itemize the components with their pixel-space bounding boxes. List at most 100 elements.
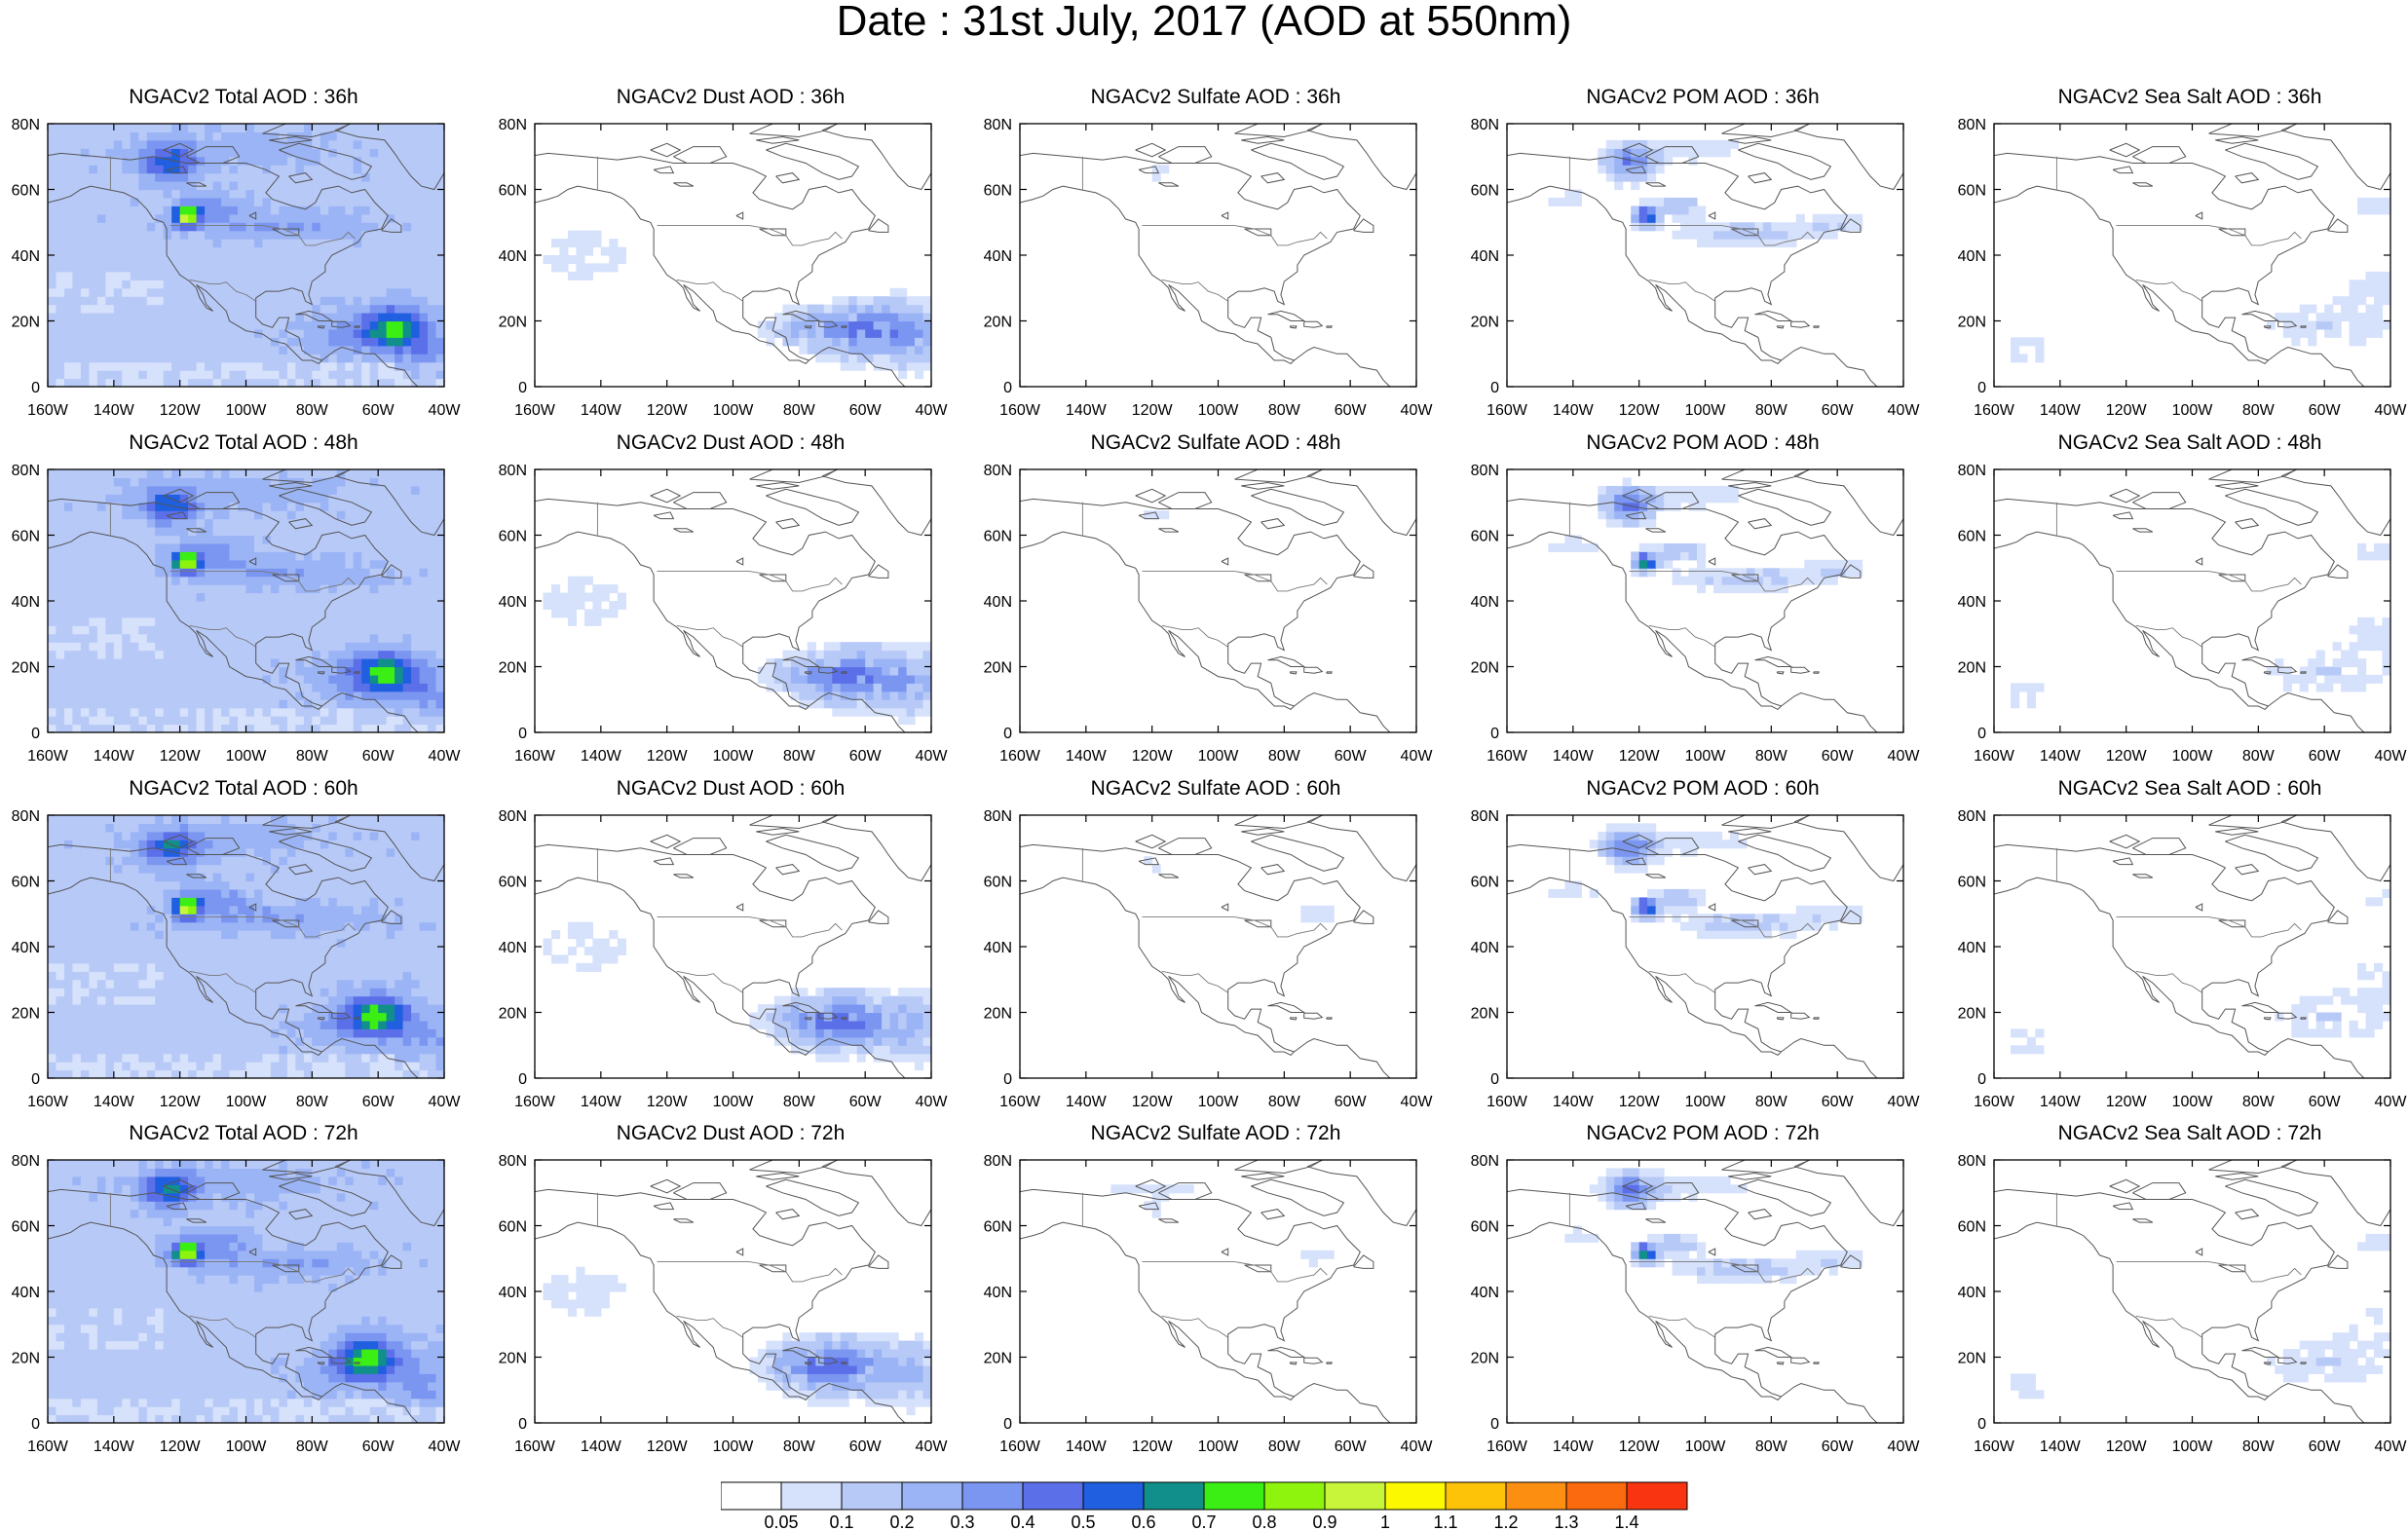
lon-tick-label: 60W — [362, 748, 395, 765]
map-panel-total-60h: NGACv2 Total AOD : 60h 160W 140W 120W 100W 80… — [0, 777, 487, 1118]
lon-tick-label: 140W — [581, 1438, 622, 1455]
lon-tick-label: 120W — [647, 748, 689, 765]
political-borders — [1081, 1192, 1328, 1338]
colorbar-swatch — [1143, 1481, 1205, 1511]
lon-tick-label: 100W — [1198, 402, 1240, 419]
lat-tick-label: 20N — [1958, 660, 1986, 677]
colorbar-label: 0.7 — [1191, 1512, 1216, 1528]
map-plot: 160W 140W 120W 100W 80W 60W 40W 0 20N 40N 60N 80N — [984, 117, 1434, 419]
lon-tick-label: 100W — [1198, 1094, 1240, 1110]
lon-tick-label: 80W — [296, 748, 329, 765]
lat-tick-label: 40N — [984, 248, 1012, 265]
coastlines — [48, 124, 444, 387]
political-borders — [1568, 156, 1815, 302]
lon-tick-label: 60W — [1335, 1438, 1368, 1455]
lat-tick-label: 80N — [12, 1153, 40, 1170]
colorbar-swatch — [721, 1481, 782, 1511]
aod-shading — [48, 469, 444, 732]
map-plot: 160W 140W 120W 100W 80W 60W 40W 0 20N 40N 60N 80N — [1471, 808, 1921, 1110]
map-plot: 160W 140W 120W 100W 80W 60W 40W 0 20N 40N 60N 80N — [12, 1153, 462, 1455]
aod-shading — [2011, 1233, 2390, 1400]
lat-tick-label: 60N — [984, 183, 1012, 200]
panel-title: NGACv2 Dust AOD : 60h — [616, 777, 846, 800]
lon-tick-label: 60W — [849, 1438, 883, 1455]
lon-tick-label: 60W — [849, 1094, 883, 1110]
map-panel-dust-60h: NGACv2 Dust AOD : 60h 160W 140W 120W 100W 80W… — [487, 777, 974, 1118]
lat-tick-label: 40N — [1958, 594, 1986, 611]
lon-tick-label: 100W — [226, 748, 268, 765]
lon-tick-label: 40W — [1401, 1438, 1434, 1455]
lat-tick-label: 60N — [499, 875, 527, 891]
lon-tick-label: 100W — [713, 1438, 755, 1455]
lon-tick-label: 100W — [226, 1094, 268, 1110]
map-plot: 160W 140W 120W 100W 80W 60W 40W 0 20N 40N 60N 80N — [12, 808, 462, 1110]
aod-shading — [1110, 1184, 1335, 1268]
aod-shading — [2011, 888, 2390, 1055]
lon-tick-label: 60W — [1335, 1094, 1368, 1110]
colorbar-swatch — [1626, 1481, 1688, 1511]
lon-tick-label: 120W — [647, 1094, 689, 1110]
lat-tick-label: 80N — [499, 808, 527, 825]
lon-tick-label: 120W — [1619, 402, 1661, 419]
lon-tick-label: 60W — [1822, 748, 1855, 765]
panel-title: NGACv2 Sea Salt AOD : 36h — [2057, 86, 2322, 108]
aod-shading — [1548, 823, 1863, 940]
political-borders — [1568, 502, 1815, 648]
lon-tick-label: 120W — [160, 748, 202, 765]
lat-tick-label: 60N — [12, 183, 40, 200]
colorbar-swatch — [1022, 1481, 1084, 1511]
lon-tick-label: 80W — [296, 1438, 329, 1455]
lon-tick-label: 40W — [916, 748, 949, 765]
lat-tick-label: 0 — [518, 1071, 527, 1088]
panel-title: NGACv2 Sea Salt AOD : 72h — [2057, 1122, 2322, 1144]
lat-tick-label: 0 — [1490, 726, 1499, 742]
lon-tick-label: 80W — [1755, 1094, 1788, 1110]
lon-tick-label: 160W — [514, 1438, 556, 1455]
lon-tick-label: 100W — [713, 1094, 755, 1110]
lat-tick-label: 0 — [1490, 380, 1499, 396]
aod-shading — [1548, 477, 1863, 594]
lat-tick-label: 40N — [499, 594, 527, 611]
panel-title: NGACv2 POM AOD : 48h — [1586, 431, 1820, 454]
coastlines — [1020, 815, 1416, 1078]
lon-tick-label: 80W — [1268, 402, 1301, 419]
aod-shading — [48, 124, 444, 387]
lon-tick-label: 120W — [160, 1438, 202, 1455]
lat-tick-label: 20N — [499, 660, 527, 677]
lon-tick-label: 160W — [1486, 1094, 1528, 1110]
lon-tick-label: 80W — [1268, 1094, 1301, 1110]
lon-tick-label: 100W — [1198, 1438, 1240, 1455]
lon-tick-label: 40W — [1401, 748, 1434, 765]
map-panel-seasalt-48h: NGACv2 Sea Salt AOD : 48h 160W 140W 120W 100… — [1946, 431, 2408, 772]
aod-shading — [543, 921, 931, 1071]
lon-tick-label: 100W — [226, 1438, 268, 1455]
political-borders — [2055, 502, 2302, 648]
coastlines — [48, 815, 444, 1078]
lat-tick-label: 60N — [984, 1219, 1012, 1236]
colorbar-swatch — [1565, 1481, 1628, 1511]
lat-tick-label: 40N — [984, 1285, 1012, 1301]
lon-tick-label: 120W — [2106, 1094, 2148, 1110]
panel-title: NGACv2 POM AOD : 60h — [1586, 777, 1820, 800]
colorbar-label: 0.8 — [1252, 1512, 1276, 1528]
lat-tick-label: 0 — [31, 1071, 40, 1088]
coastlines — [1994, 815, 2390, 1078]
lat-tick-label: 60N — [1958, 529, 1986, 545]
lon-tick-label: 80W — [296, 1094, 329, 1110]
lon-tick-label: 100W — [226, 402, 268, 419]
lon-tick-label: 160W — [27, 748, 69, 765]
lon-tick-label: 40W — [916, 1438, 949, 1455]
lat-tick-label: 40N — [12, 1285, 40, 1301]
lon-tick-label: 40W — [429, 1094, 462, 1110]
lat-tick-label: 60N — [12, 875, 40, 891]
panel-title: NGACv2 POM AOD : 72h — [1586, 1122, 1820, 1144]
lon-tick-label: 140W — [2040, 1438, 2082, 1455]
lat-tick-label: 20N — [984, 1351, 1012, 1367]
lon-tick-label: 140W — [1553, 1094, 1595, 1110]
lat-tick-label: 20N — [12, 660, 40, 677]
lon-tick-label: 120W — [647, 1438, 689, 1455]
lon-tick-label: 60W — [362, 1438, 395, 1455]
lat-tick-label: 40N — [12, 940, 40, 956]
coastlines — [1507, 124, 1903, 387]
lon-tick-label: 80W — [1268, 748, 1301, 765]
